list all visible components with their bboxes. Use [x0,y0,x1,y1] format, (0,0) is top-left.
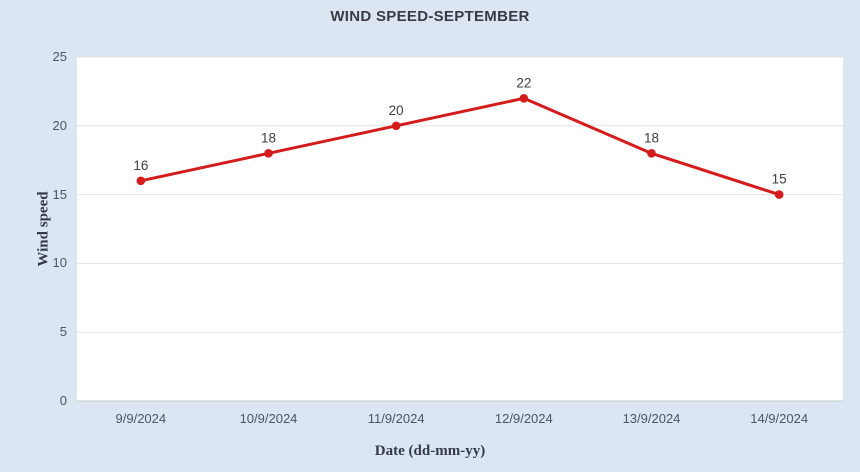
x-tick-label: 14/9/2024 [750,411,809,426]
y-tick-label: 15 [52,186,67,202]
data-point-label: 18 [644,130,659,145]
x-tick-label: 13/9/2024 [622,411,681,426]
x-tick-label: 10/9/2024 [239,411,298,426]
y-tick-label: 20 [52,117,67,133]
data-point-label: 20 [389,103,404,118]
data-point-marker [391,121,401,131]
data-point-label: 16 [133,158,148,173]
data-point-marker [264,149,273,158]
data-point-label: 15 [772,172,787,187]
data-point-marker [774,190,784,199]
data-point-label: 22 [516,75,531,90]
x-tick-label: 11/9/2024 [367,411,425,426]
chart-title: WIND SPEED-SEPTEMBER [330,8,530,25]
data-point-marker [136,176,146,186]
data-point-marker [647,149,656,158]
y-tick-label: 10 [52,255,67,271]
y-tick-label: 5 [59,324,67,340]
plot-area [77,57,843,401]
x-axis-title: Date (dd-mm-yy) [374,443,486,459]
y-tick-label: 0 [59,393,67,408]
data-point-marker [519,93,529,103]
x-tick-label: 12/9/2024 [494,411,553,426]
y-tick-label: 25 [52,49,67,64]
x-tick-label: 9/9/2024 [115,411,167,426]
line-series [139,96,781,197]
data-point-label: 18 [261,130,276,145]
